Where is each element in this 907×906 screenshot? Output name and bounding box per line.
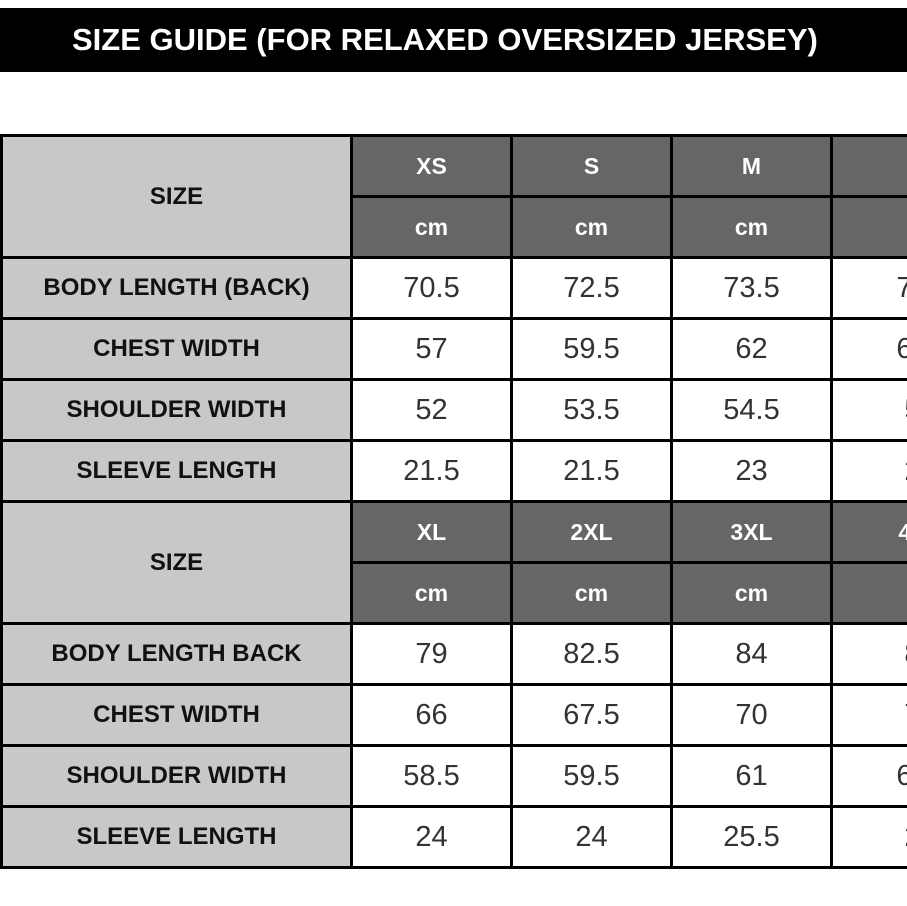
measurement: 70.5	[350, 256, 513, 320]
size-header: 3XL	[670, 500, 833, 564]
measurement: 73.5	[670, 256, 833, 320]
measurement: 24	[510, 805, 673, 869]
row-label: SLEEVE LENGTH	[0, 439, 353, 503]
measurement: 58.5	[350, 744, 513, 808]
table-row: SIZEXL2XL3XL4X	[0, 500, 907, 625]
measurement: 23	[670, 439, 833, 503]
row-label: BODY LENGTH BACK	[0, 622, 353, 686]
measurement: 61	[670, 744, 833, 808]
measurement: 77	[830, 256, 907, 320]
unit-header: c	[830, 561, 907, 625]
unit-header: cm	[510, 195, 673, 259]
row-label: CHEST WIDTH	[0, 317, 353, 381]
size-header: S	[510, 134, 673, 198]
table-row: BODY LENGTH (BACK)70.572.573.577	[0, 256, 907, 320]
size-header: XL	[350, 500, 513, 564]
unit-header: c	[830, 195, 907, 259]
measurement: 52	[350, 378, 513, 442]
unit-header: cm	[510, 561, 673, 625]
measurement: 8	[830, 622, 907, 686]
unit-header: cm	[670, 561, 833, 625]
row-label: CHEST WIDTH	[0, 683, 353, 747]
title: SIZE GUIDE (FOR RELAXED OVERSIZED JERSEY…	[0, 8, 907, 72]
measurement: 82.5	[510, 622, 673, 686]
measurement: 79	[350, 622, 513, 686]
table-row: SIZEXSSML	[0, 134, 907, 259]
measurement: 7	[830, 683, 907, 747]
measurement: 84	[670, 622, 833, 686]
measurement: 2	[830, 805, 907, 869]
measurement: 67.5	[510, 683, 673, 747]
size-header: L	[830, 134, 907, 198]
size-header: XS	[350, 134, 513, 198]
measurement: 25.5	[670, 805, 833, 869]
measurement: 2	[830, 439, 907, 503]
measurement: 54.5	[670, 378, 833, 442]
size-header: 2XL	[510, 500, 673, 564]
row-label: BODY LENGTH (BACK)	[0, 256, 353, 320]
size-label: SIZE	[0, 134, 353, 259]
size-header: M	[670, 134, 833, 198]
measurement: 57	[350, 317, 513, 381]
measurement: 5	[830, 378, 907, 442]
measurement: 72.5	[510, 256, 673, 320]
table-row: cmcmcmc	[2, 195, 907, 259]
unit-header: cm	[670, 195, 833, 259]
measurement: 62	[670, 317, 833, 381]
unit-header: cm	[350, 561, 513, 625]
measurement: 59.5	[510, 744, 673, 808]
measurement: 21.5	[510, 439, 673, 503]
measurement: 70	[670, 683, 833, 747]
size-label: SIZE	[0, 500, 353, 625]
unit-header: cm	[350, 195, 513, 259]
table-row: cmcmcmc	[2, 561, 907, 625]
row-label: SHOULDER WIDTH	[0, 744, 353, 808]
measurement: 24	[350, 805, 513, 869]
measurement: 59.5	[510, 317, 673, 381]
size-header: 4X	[830, 500, 907, 564]
measurement: 53.5	[510, 378, 673, 442]
row-label: SHOULDER WIDTH	[0, 378, 353, 442]
measurement: 62	[830, 744, 907, 808]
measurement: 21.5	[350, 439, 513, 503]
row-label: SLEEVE LENGTH	[0, 805, 353, 869]
measurement: 66	[350, 683, 513, 747]
size-table: SIZEXSSMLcmcmcmcBODY LENGTH (BACK)70.572…	[0, 134, 907, 869]
measurement: 63	[830, 317, 907, 381]
